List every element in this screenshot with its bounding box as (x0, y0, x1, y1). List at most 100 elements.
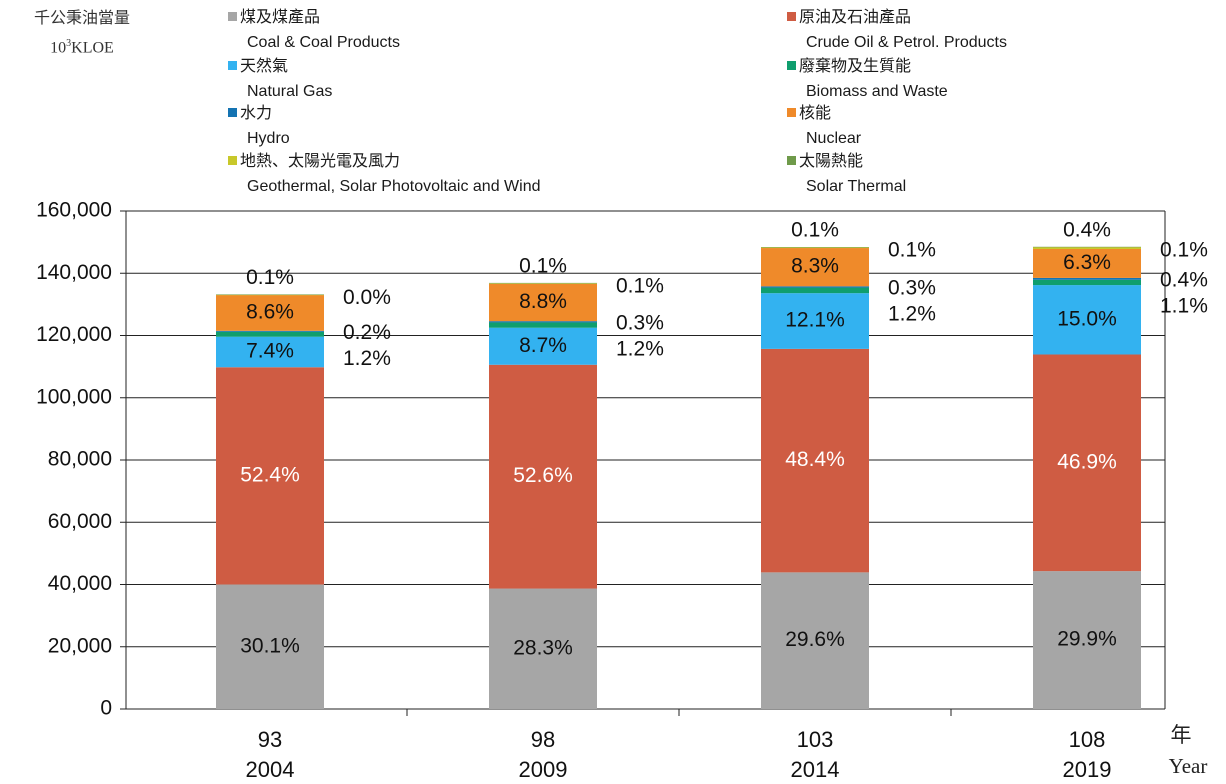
y-tick-label: 40,000 (48, 572, 112, 595)
data-label-geothermal: 0.1% (791, 219, 839, 242)
data-label-biomass: 1.1% (1160, 294, 1208, 317)
y-tick-label: 20,000 (48, 634, 112, 657)
x-category-label: 103 (797, 727, 834, 752)
legend-swatch-natural-gas (228, 61, 237, 70)
bar-segment (1033, 246, 1141, 248)
x-axis-unit-en: Year (1169, 754, 1208, 778)
legend-hydro: 水力 Hydro (228, 104, 290, 149)
legend-label-zh: 水力 (240, 105, 273, 122)
data-label-oil: 52.4% (240, 463, 300, 486)
bar-segment (1033, 571, 1141, 709)
data-label-nuclear: 8.6% (246, 300, 294, 323)
bar-segment (761, 248, 869, 287)
x-category-year: 2019 (1063, 757, 1112, 782)
data-label-nuclear: 8.3% (791, 255, 839, 278)
data-label-oil: 48.4% (785, 448, 845, 471)
data-label-natural-gas: 8.7% (519, 334, 567, 357)
bar-segment (489, 283, 597, 322)
legend-label-en: Natural Gas (247, 83, 333, 100)
legend-swatch-geothermal (228, 156, 237, 165)
bar-segment (1033, 279, 1141, 286)
y-axis-unit: 千公秉油當量 103KLOE (12, 6, 152, 60)
legend-label-en: Hydro (247, 130, 290, 147)
data-label-solar-thermal: 0.1% (1160, 238, 1208, 261)
bar-segment (1033, 354, 1141, 572)
data-label-natural-gas: 15.0% (1057, 307, 1117, 330)
bar-segment (1033, 248, 1141, 278)
data-label-oil: 52.6% (513, 464, 573, 487)
legend-swatch-solar-thermal (787, 156, 796, 165)
data-label-geothermal: 0.1% (519, 254, 567, 277)
legend-label-en: Coal & Coal Products (247, 34, 400, 51)
data-label-coal: 29.9% (1057, 628, 1117, 651)
legend-swatch-hydro (228, 108, 237, 117)
data-label-nuclear: 8.8% (519, 290, 567, 313)
bar-segment (216, 331, 324, 337)
data-label-coal: 28.3% (513, 636, 573, 659)
legend-swatch-oil (787, 12, 796, 21)
data-label-biomass: 1.2% (343, 347, 391, 370)
bar-segment (761, 572, 869, 709)
data-label-solar-thermal: 0.1% (888, 239, 936, 262)
data-label-solar-thermal: 0.1% (616, 274, 664, 297)
bar-segment (761, 247, 869, 248)
data-label-biomass: 1.2% (888, 302, 936, 325)
bar-segment (1033, 277, 1141, 280)
bar-segment (761, 348, 869, 573)
bar-segment (216, 330, 324, 332)
legend-biomass: 廢棄物及生質能 Biomass and Waste (787, 57, 948, 102)
data-label-coal: 29.6% (785, 628, 845, 651)
legend-label-zh: 煤及煤產品 (240, 9, 321, 26)
legend-swatch-coal (228, 12, 237, 21)
y-tick-label: 120,000 (36, 323, 112, 346)
x-axis-unit-zh: 年 (1171, 723, 1192, 747)
legend-label-zh: 原油及石油產品 (799, 9, 912, 26)
bar-segment (489, 364, 597, 589)
data-label-geothermal: 0.1% (246, 266, 294, 289)
legend-oil: 原油及石油產品 Crude Oil & Petrol. Products (787, 8, 1007, 53)
x-category-label: 98 (531, 727, 555, 752)
data-label-oil: 46.9% (1057, 450, 1117, 473)
data-label-natural-gas: 7.4% (246, 340, 294, 363)
legend-label-en: Solar Thermal (806, 178, 907, 195)
data-label-hydro: 0.2% (343, 321, 391, 344)
bar-segment (489, 282, 597, 284)
legend-natural-gas: 天然氣 Natural Gas (228, 57, 332, 102)
bar-segment (489, 588, 597, 709)
data-label-geothermal: 0.4% (1063, 218, 1111, 241)
x-category-year: 2009 (519, 757, 568, 782)
bar-segment (1033, 285, 1141, 355)
bar-segment (761, 287, 869, 294)
y-tick-label: 100,000 (36, 385, 112, 408)
legend-label-zh: 廢棄物及生質能 (799, 58, 912, 75)
x-category-year: 2014 (791, 757, 840, 782)
legend-swatch-biomass (787, 61, 796, 70)
x-category-year: 2004 (246, 757, 295, 782)
y-axis-unit-en: 103KLOE (50, 38, 114, 57)
data-label-solar-thermal: 0.0% (343, 286, 391, 309)
legend-coal: 煤及煤產品 Coal & Coal Products (228, 8, 400, 53)
bar-segment (489, 322, 597, 328)
legend-label-zh: 核能 (799, 105, 832, 122)
y-tick-label: 140,000 (36, 261, 112, 284)
data-label-coal: 30.1% (240, 634, 300, 657)
legend-label-en: Geothermal, Solar Photovoltaic and Wind (247, 178, 541, 195)
bar-segment (216, 367, 324, 585)
y-axis-unit-zh: 千公秉油當量 (33, 10, 130, 27)
legend-label-en: Crude Oil & Petrol. Products (806, 34, 1007, 51)
bar-segment (489, 283, 597, 284)
y-tick-label: 0 (100, 697, 112, 720)
bar-segment (1033, 247, 1141, 249)
legend-solar-thermal: 太陽熱能 Solar Thermal (787, 152, 906, 197)
bar-segment (216, 294, 324, 296)
legend-label-zh: 天然氣 (240, 58, 289, 75)
bar-segment (216, 584, 324, 709)
data-label-hydro: 0.3% (888, 276, 936, 299)
legend-nuclear: 核能 Nuclear (787, 104, 861, 149)
bar-segment (761, 286, 869, 288)
data-label-hydro: 0.4% (1160, 268, 1208, 291)
bar-segment (216, 336, 324, 368)
data-label-hydro: 0.3% (616, 311, 664, 334)
bar-segment (761, 247, 869, 249)
legend-label-en: Biomass and Waste (806, 83, 948, 100)
